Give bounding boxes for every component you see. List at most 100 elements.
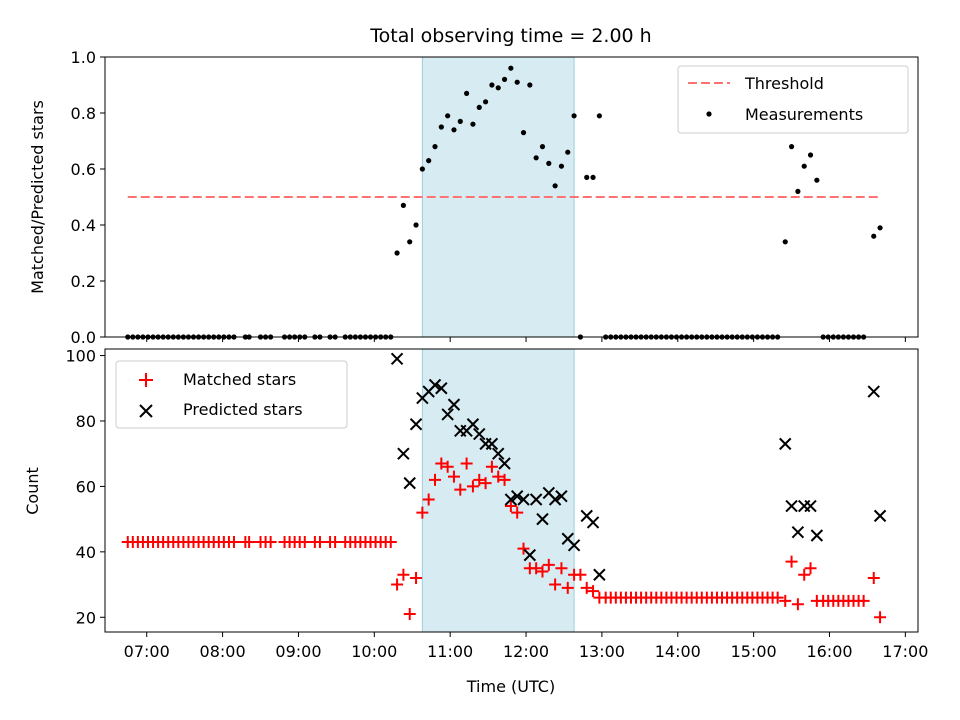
matched-star-point bbox=[441, 460, 454, 473]
measurement-point bbox=[596, 113, 602, 119]
predicted-star-point bbox=[804, 499, 817, 513]
legend-measurements-label: Measurements bbox=[745, 105, 863, 124]
legend-threshold-label: Threshold bbox=[744, 74, 824, 93]
measurement-point bbox=[489, 82, 495, 88]
matched-star-point bbox=[867, 572, 880, 585]
top-y-tick-label: 0.6 bbox=[71, 160, 96, 179]
measurement-point bbox=[788, 144, 795, 150]
predicted-star-point bbox=[517, 493, 530, 506]
matched-star-point bbox=[580, 581, 593, 594]
measurement-point bbox=[795, 188, 801, 194]
matched-star-point bbox=[542, 558, 555, 571]
bottom-y-tick-label: 80 bbox=[76, 412, 96, 431]
matched-star-point bbox=[785, 555, 798, 568]
matched-star-point bbox=[574, 568, 587, 581]
legend-matched-label: Matched stars bbox=[183, 370, 296, 389]
matched-star-point bbox=[403, 608, 416, 621]
measurement-point bbox=[558, 163, 565, 169]
measurement-point bbox=[451, 127, 457, 133]
measurement-point bbox=[482, 99, 489, 105]
bottom-y-tick-label: 60 bbox=[76, 477, 96, 496]
x-tick-label: 17:00 bbox=[882, 642, 928, 661]
x-tick-label: 11:00 bbox=[427, 642, 473, 661]
predicted-star-point bbox=[567, 539, 581, 552]
matched-star-point bbox=[329, 536, 342, 549]
predicted-star-point bbox=[529, 493, 543, 506]
matched-star-point bbox=[771, 591, 784, 604]
x-axis-label: Time (UTC) bbox=[466, 677, 555, 696]
matched-star-point bbox=[561, 581, 574, 594]
measurement-point bbox=[438, 124, 444, 130]
measurement-point bbox=[527, 82, 533, 88]
measurement-point bbox=[565, 149, 571, 155]
matched-star-point bbox=[479, 477, 492, 490]
predicted-star-point bbox=[555, 490, 568, 503]
x-tick-label: 08:00 bbox=[200, 642, 246, 661]
matched-star-point bbox=[264, 536, 277, 549]
measurement-point bbox=[432, 144, 438, 150]
predicted-star-point bbox=[435, 382, 448, 395]
measurement-point bbox=[546, 160, 552, 166]
matched-star-point bbox=[587, 585, 600, 598]
predicted-star-point bbox=[492, 447, 505, 460]
bottom-axes-frame bbox=[104, 348, 919, 633]
predicted-star-point bbox=[390, 352, 404, 366]
top-axes-frame bbox=[104, 56, 919, 338]
matched-star-point bbox=[536, 565, 549, 578]
matched-star-point bbox=[485, 460, 498, 473]
predicted-star-point bbox=[867, 385, 880, 398]
predicted-star-point bbox=[785, 499, 798, 513]
top-y-tick-label: 0.4 bbox=[71, 216, 96, 235]
matched-star-point bbox=[492, 470, 505, 483]
top-y-tick-label: 0.0 bbox=[71, 328, 96, 347]
bottom-highlight-span bbox=[421, 348, 575, 633]
legend-predicted-swatch bbox=[139, 404, 153, 418]
measurement-point bbox=[514, 79, 520, 85]
matched-star-point bbox=[804, 562, 817, 575]
predicted-star-point bbox=[536, 512, 549, 526]
top-y-ticks: 0.0 0.2 0.4 0.6 0.8 1.0 bbox=[71, 48, 105, 347]
x-tick-label: 15:00 bbox=[731, 642, 777, 661]
bottom-y-tick-label: 20 bbox=[76, 608, 96, 627]
x-tick-label: 07:00 bbox=[124, 642, 170, 661]
predicted-star-point bbox=[873, 509, 887, 523]
x-tick-label: 10:00 bbox=[351, 642, 397, 661]
matched-star-point bbox=[466, 480, 479, 493]
measurement-point bbox=[571, 113, 577, 119]
x-tick-label: 12:00 bbox=[503, 642, 549, 661]
bottom-panel: 20 40 60 80 100 07:00 08:00 09:00 10:00 11:00 12:… bbox=[23, 347, 928, 696]
matched-stars-points bbox=[121, 457, 887, 624]
measurement-point bbox=[508, 65, 514, 71]
x-tick-label: 09:00 bbox=[275, 642, 321, 661]
predicted-star-point bbox=[441, 408, 454, 421]
bottom-y-ticks: 20 40 60 80 100 bbox=[65, 347, 105, 627]
matched-star-point bbox=[416, 506, 429, 519]
measurement-point bbox=[426, 158, 432, 164]
predicted-star-point bbox=[428, 378, 442, 392]
matched-star-point bbox=[504, 500, 517, 513]
bottom-y-tick-label: 100 bbox=[65, 347, 96, 366]
top-y-axis-label: Matched/Predicted stars bbox=[28, 100, 47, 294]
top-legend: Threshold Measurements bbox=[677, 65, 909, 134]
predicted-star-point bbox=[593, 568, 606, 581]
predicted-star-point bbox=[498, 457, 511, 470]
predicted-star-point bbox=[485, 437, 499, 451]
matched-star-point bbox=[460, 457, 473, 470]
measurement-point bbox=[552, 183, 558, 189]
matched-star-point bbox=[530, 562, 543, 575]
matched-star-point bbox=[447, 470, 460, 483]
predicted-star-point bbox=[510, 490, 524, 503]
matched-star-point bbox=[874, 611, 887, 624]
measurement-point bbox=[871, 233, 877, 239]
predicted-star-point bbox=[810, 529, 824, 542]
measurement-point bbox=[400, 202, 406, 208]
top-y-tick-label: 1.0 bbox=[71, 48, 96, 67]
matched-star-point bbox=[243, 536, 256, 549]
measurement-point bbox=[814, 177, 820, 183]
matched-star-point bbox=[422, 493, 435, 506]
predicted-star-point bbox=[586, 516, 600, 529]
legend-matched-swatch bbox=[139, 373, 153, 387]
predicted-star-point bbox=[447, 398, 461, 411]
top-panel: 0.0 0.2 0.4 0.6 0.8 1.0 Matched/Predicted sta… bbox=[28, 48, 919, 347]
